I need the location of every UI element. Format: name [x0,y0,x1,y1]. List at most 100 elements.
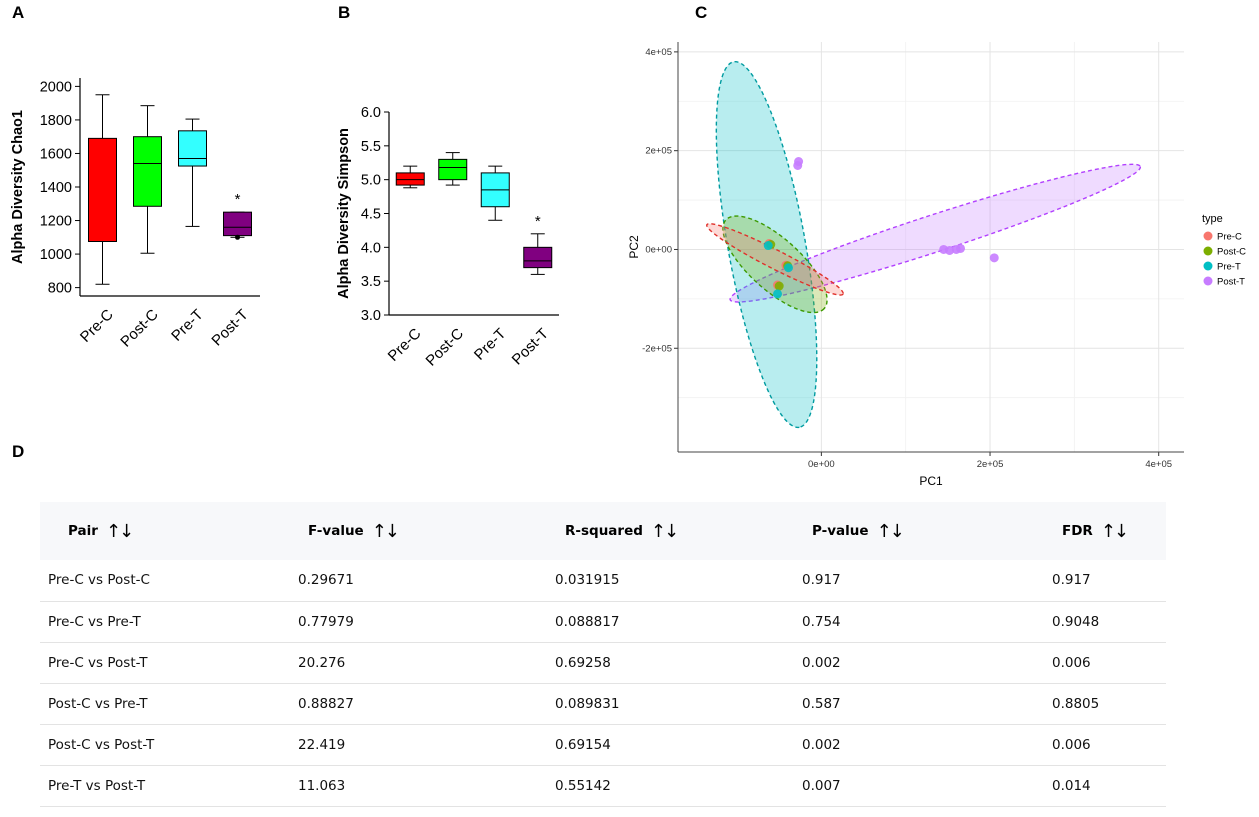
y-tick-label: 1200 [40,214,72,230]
x-tick-label: Post-T [208,306,251,349]
legend-swatch-post-t [1203,276,1213,286]
box-post-t [223,211,252,237]
panel-label-a: A [12,3,25,22]
cell-p-value: 0.007 [802,777,841,794]
box-post-c [133,136,162,207]
box-pre-t [178,130,207,167]
y-tick-label: 1000 [40,247,72,263]
box-pre-c [395,172,425,186]
table-row: Pre-T vs Post-T 11.063 0.55142 0.007 0.0… [40,765,1166,806]
y-axis-title: PC2 [627,235,641,259]
x-tick-label: Pre-C [385,325,425,365]
sort-icon[interactable]: ↑↓ [650,520,679,542]
header-label: F-value [308,523,364,539]
cell-r-squared: 0.55142 [555,777,611,794]
outlier-point [235,234,240,240]
x-tick-label: Post-C [117,306,162,351]
legend-swatch-pre-c [1203,231,1213,241]
chart-a-chao1-boxplot: 800 1000 1200 1400 1600 1800 2000 Pre-C Post-C Pr… [10,78,260,351]
legend-label: Pre-C [1217,232,1242,243]
cell-r-squared: 0.69258 [555,654,611,671]
confidence-ellipse-post-c [722,215,828,314]
table-row: Pre-C vs Pre-T 0.77979 0.088817 0.754 0.… [40,601,1166,642]
table-row: Pre-C vs Post-C 0.29671 0.031915 0.917 0… [40,560,1166,601]
point-post-t [956,243,966,253]
cell-f-value: 11.063 [298,777,346,794]
chart-c-pca-scatter: 0e+00 2e+05 4e+05 -2e+05 0e+00 2e+05 4e+05 PC1 P… [627,42,1246,488]
column-header-pair[interactable]: Pair ↑↓ [40,502,298,560]
cell-f-value: 0.88827 [298,695,354,712]
y-tick-label: 0e+00 [645,244,672,255]
box-pre-c [88,137,117,242]
legend-swatch-post-c [1203,246,1213,256]
cell-pair: Pre-C vs Post-C [48,572,150,589]
box-post-t [523,246,553,269]
sort-icon[interactable]: ↑↓ [876,520,905,542]
cell-f-value: 0.29671 [298,572,354,589]
point-pre-t [773,289,783,299]
cell-r-squared: 0.089831 [555,695,620,712]
y-tick-label: 4.5 [361,207,381,223]
column-header-r-squared[interactable]: R-squared ↑↓ [555,502,802,560]
y-axis-title: Alpha Diversity Simpson [336,128,352,299]
cell-pair: Post-C vs Post-T [48,736,155,753]
y-tick-label: 6.0 [361,105,381,121]
sort-icon[interactable]: ↑↓ [1100,520,1129,542]
y-tick-label: 4e+05 [645,47,672,58]
cell-fdr: 0.8805 [1052,695,1100,712]
x-axis-title: PC1 [919,474,943,488]
cell-f-value: 0.77979 [298,613,354,630]
header-label: FDR [1062,523,1093,539]
sort-icon[interactable]: ↑↓ [371,520,400,542]
y-tick-label: 3.0 [361,308,381,324]
table-row: Post-C vs Pre-T 0.88827 0.089831 0.587 0… [40,683,1166,724]
cell-fdr: 0.014 [1052,777,1091,794]
point-post-t [989,253,999,263]
cell-p-value: 0.587 [802,695,841,712]
cell-p-value: 0.754 [802,613,841,630]
y-tick-label: 1600 [40,146,72,162]
significance-asterisk: * [235,191,241,208]
sort-icon[interactable]: ↑↓ [105,520,134,542]
y-axis-title: Alpha Diversity Chao1 [10,110,26,264]
cell-r-squared: 0.031915 [555,572,620,589]
point-post-t [945,245,955,255]
column-header-p-value[interactable]: P-value ↑↓ [802,502,1052,560]
cell-pair: Post-C vs Pre-T [48,695,148,712]
header-label: R-squared [565,523,643,539]
cell-pair: Pre-C vs Pre-T [48,613,141,630]
y-tick-label: 4.0 [361,240,381,256]
x-tick-label: Post-T [509,325,552,368]
header-label: Pair [68,523,98,539]
table-row: Pre-C vs Post-T 20.276 0.69258 0.002 0.0… [40,642,1166,683]
x-tick-label: Pre-T [168,306,207,345]
point-post-t [793,160,803,170]
legend-swatch-pre-t [1203,261,1213,271]
header-label: P-value [812,523,869,539]
cell-p-value: 0.917 [802,572,841,589]
table-header-row: Pair ↑↓ F-value ↑↓ R-squared ↑↓ P-value ↑↓ F… [40,502,1166,560]
cell-fdr: 0.006 [1052,736,1091,753]
panel-label-c: C [695,3,708,22]
x-tick-label: 4e+05 [1145,459,1172,470]
y-tick-label: 5.0 [361,173,381,189]
x-tick-label: 2e+05 [977,459,1004,470]
column-header-fdr[interactable]: FDR ↑↓ [1052,502,1166,560]
significance-asterisk: * [535,213,541,230]
permanova-table: Pair ↑↓ F-value ↑↓ R-squared ↑↓ P-value ↑↓ F… [40,502,1166,807]
confidence-ellipse-pre-c [706,222,844,296]
y-tick-label: 1800 [40,113,72,129]
column-header-f-value[interactable]: F-value ↑↓ [298,502,555,560]
y-tick-label: 3.5 [361,274,381,290]
cell-f-value: 20.276 [298,654,346,671]
y-tick-label: 5.5 [361,139,381,155]
panel-label-d: D [12,442,25,461]
cell-r-squared: 0.088817 [555,613,620,630]
y-tick-label: 800 [48,281,72,297]
x-tick-label: Post-C [422,325,467,370]
x-tick-label: 0e+00 [808,459,835,470]
x-tick-label: Pre-T [471,325,510,364]
point-pre-t [783,263,793,273]
y-tick-label: -2e+05 [642,343,672,354]
